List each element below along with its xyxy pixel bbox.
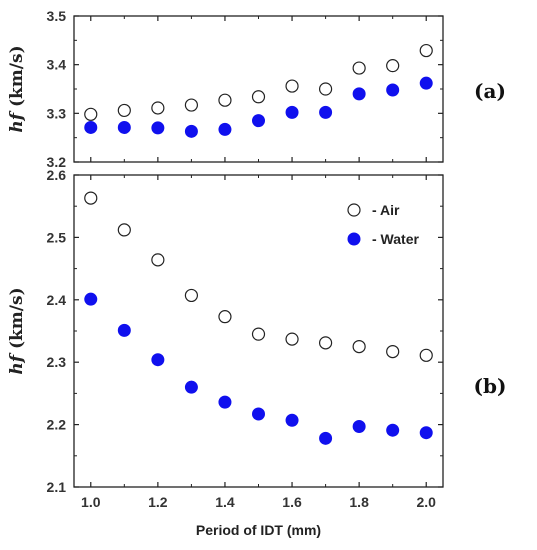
data-point-air xyxy=(151,101,165,115)
data-point-water xyxy=(151,121,165,135)
y-tick-label: 3.2 xyxy=(47,154,67,170)
series-air xyxy=(84,191,433,362)
y-tick-label: 2.3 xyxy=(47,354,67,370)
data-point-water xyxy=(252,407,265,421)
data-point-water xyxy=(151,353,165,367)
x-tick-label: 1.2 xyxy=(148,494,168,510)
data-point-water xyxy=(285,105,299,119)
y-axis-title: hf (km/s) xyxy=(7,45,27,132)
y-tick-label: 3.3 xyxy=(47,105,67,121)
data-point-air xyxy=(151,253,165,267)
x-tick-label: 2.0 xyxy=(416,494,436,510)
data-point-air xyxy=(386,344,400,359)
data-point-water xyxy=(84,120,98,134)
y-axis-title-symbol: hf xyxy=(7,110,27,132)
data-point-water xyxy=(419,426,433,440)
data-point-air xyxy=(117,103,131,118)
panel-label: (a) xyxy=(474,79,506,103)
x-axis-title: Period of IDT (mm) xyxy=(196,522,321,538)
data-point-water xyxy=(252,114,265,128)
panel-b: 2.1 2.2 2.3 2.4 2.5 2.6 1.0 1.2 1.4 1.6 1.8 2.0 hf (… xyxy=(7,167,506,538)
y-axis-title-symbol: hf xyxy=(7,352,27,374)
data-point-water xyxy=(84,292,98,306)
data-point-water xyxy=(319,431,333,445)
data-point-water xyxy=(285,413,299,427)
data-point-water xyxy=(117,120,131,134)
data-point-water xyxy=(386,423,400,437)
data-point-water xyxy=(218,395,232,409)
data-point-air xyxy=(117,223,131,237)
x-tick-label: 1.0 xyxy=(81,494,101,510)
data-point-air xyxy=(251,90,266,104)
panel-a: 3.2 3.3 3.4 3.5 hf (km/s) (a) xyxy=(7,8,506,170)
x-tick-label: 1.4 xyxy=(215,494,235,510)
legend: - Air - Water xyxy=(347,202,419,247)
y-axis-title-unit: (km/s) xyxy=(7,287,27,355)
legend-marker-water xyxy=(347,232,361,246)
y-tick-label: 2.6 xyxy=(47,167,67,183)
y-tick-label: 2.2 xyxy=(47,417,67,433)
data-point-air xyxy=(84,107,98,121)
data-point-air xyxy=(84,191,98,205)
data-point-air xyxy=(285,79,299,93)
y-tick-label: 3.4 xyxy=(47,57,67,73)
y-axis-title-unit: (km/s) xyxy=(7,45,27,113)
data-point-water xyxy=(117,323,131,337)
data-point-water xyxy=(386,83,400,97)
data-point-air xyxy=(184,98,199,112)
data-point-water xyxy=(218,122,232,136)
data-point-air xyxy=(318,336,333,350)
data-point-air xyxy=(419,43,433,58)
data-point-water xyxy=(184,380,198,394)
y-tick-label: 2.1 xyxy=(47,479,67,495)
data-point-water xyxy=(319,105,333,119)
data-point-water xyxy=(352,87,366,101)
data-point-air xyxy=(184,288,199,303)
data-point-air xyxy=(318,82,333,96)
series-air xyxy=(84,43,433,121)
legend-label-water: - Water xyxy=(372,231,419,247)
legend-marker-air xyxy=(347,203,361,217)
series-water xyxy=(84,292,433,445)
x-tick-label: 1.8 xyxy=(349,494,369,510)
data-point-air xyxy=(419,348,433,362)
data-point-air xyxy=(251,327,266,341)
data-point-air xyxy=(386,59,400,73)
data-point-water xyxy=(352,419,366,433)
data-point-water xyxy=(184,124,198,138)
legend-label-air: - Air xyxy=(372,202,400,218)
data-point-air xyxy=(218,310,232,324)
panel-label: (b) xyxy=(474,374,507,398)
data-point-air xyxy=(285,332,299,346)
y-tick-label: 2.4 xyxy=(47,292,67,308)
x-tick-label: 1.6 xyxy=(282,494,302,510)
series-water xyxy=(84,76,433,138)
data-point-air xyxy=(352,61,366,75)
y-tick-label: 3.5 xyxy=(47,8,67,24)
data-point-water xyxy=(419,76,433,90)
data-point-air xyxy=(352,340,366,354)
y-tick-label: 2.5 xyxy=(47,229,67,245)
data-point-air xyxy=(218,93,232,107)
y-axis-title: hf (km/s) xyxy=(7,287,27,374)
